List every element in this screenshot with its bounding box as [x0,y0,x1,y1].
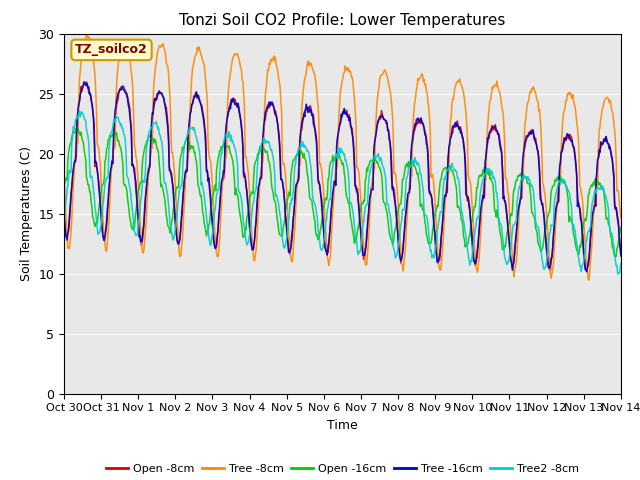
X-axis label: Time: Time [327,419,358,432]
Y-axis label: Soil Temperatures (C): Soil Temperatures (C) [20,146,33,281]
Legend: Open -8cm, Tree -8cm, Open -16cm, Tree -16cm, Tree2 -8cm: Open -8cm, Tree -8cm, Open -16cm, Tree -… [102,459,583,478]
Title: Tonzi Soil CO2 Profile: Lower Temperatures: Tonzi Soil CO2 Profile: Lower Temperatur… [179,13,506,28]
Text: TZ_soilco2: TZ_soilco2 [75,43,148,56]
